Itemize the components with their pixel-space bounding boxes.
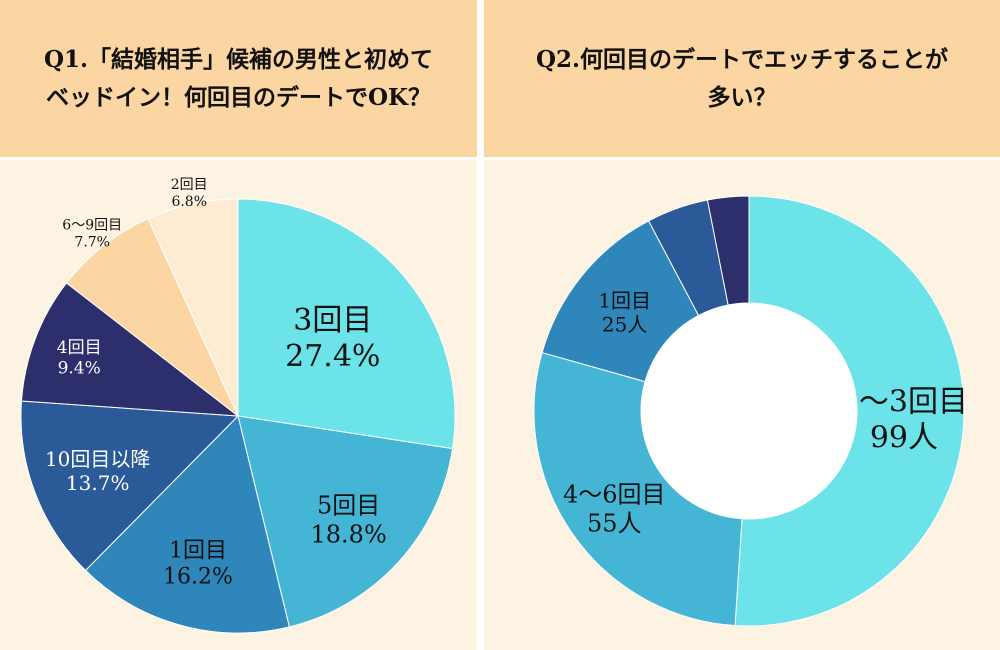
q1-category-label-4: 4回目 [57, 338, 102, 358]
q1-header: Q1.「結婚相手」候補の男性と初めて ベッドイン！何回目のデートでOK？ [0, 0, 477, 157]
q1-title-line1: Q1.「結婚相手」候補の男性と初めて [43, 45, 434, 73]
q1-value-label-3: 13.7% [66, 471, 130, 495]
q2-category-label-2: 1回目 [598, 288, 651, 312]
q2-category-label-0: 2〜3回目 [840, 385, 968, 420]
q1-slice-1 [237, 415, 454, 628]
q1-category-label-5: 6〜9回目 [62, 218, 122, 234]
q2-value-label-1: 55人 [587, 509, 642, 537]
q1-value-label-2: 16.2% [163, 565, 233, 590]
q1-category-label-3: 10回目以降 [45, 447, 150, 471]
q1-value-label-4: 9.4% [58, 358, 101, 378]
q1-title-line2: ベッドイン！何回目のデートでOK？ [45, 83, 431, 111]
q1-slice-0 [237, 198, 456, 450]
q1-category-label-0: 3回目 [293, 303, 372, 338]
q1-slice-3 [20, 400, 240, 572]
q2-title-line2: 多い？ [707, 83, 777, 111]
q1-slice-2 [84, 415, 290, 634]
q1-category-label-6: 2回目 [171, 177, 208, 193]
q2-title-line1: Q2.何回目のデートでエッチすることが [535, 45, 949, 73]
q1-category-label-1: 5回目 [317, 492, 380, 520]
q2-category-label-1: 4〜6回目 [563, 481, 666, 509]
q2-header: Q2.何回目のデートでエッチすることが 多い？ [484, 0, 1000, 157]
q1-value-label-0: 27.4% [285, 339, 380, 374]
q1-slice-4 [20, 282, 240, 417]
q1-value-label-1: 18.8% [311, 520, 387, 548]
q2-donut-hole [641, 303, 857, 519]
q2-value-label-0: 99人 [870, 421, 938, 456]
q1-slice-5 [65, 217, 239, 417]
q1-value-label-6: 6.8% [171, 194, 207, 210]
q1-slice-6 [147, 198, 239, 417]
q1-category-label-2: 1回目 [169, 538, 227, 563]
q2-value-label-2: 25人 [602, 312, 647, 336]
q1-value-label-5: 7.7% [74, 234, 110, 250]
